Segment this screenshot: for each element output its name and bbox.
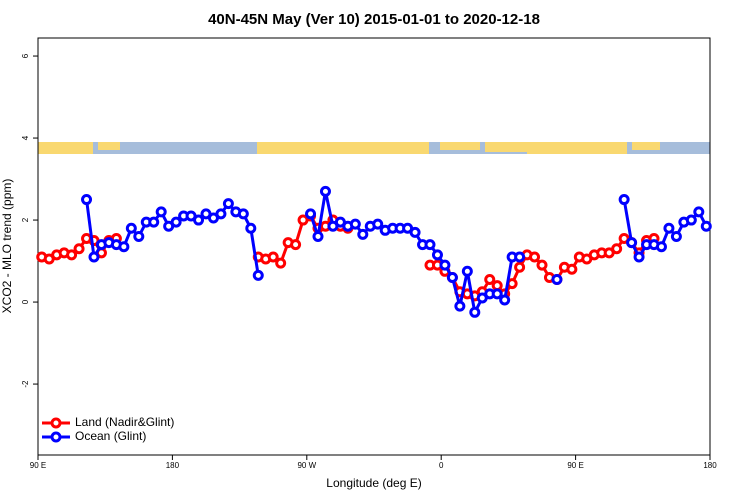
data-point [446, 271, 458, 283]
data-point [469, 306, 481, 318]
land-band [98, 142, 120, 150]
y-tick-label: 4 [21, 135, 30, 140]
data-point [215, 208, 227, 220]
data-point [312, 230, 324, 242]
data-point [237, 208, 249, 220]
x-tick-label: 0 [439, 461, 444, 470]
data-point [252, 269, 264, 281]
legend-label: Land (Nadir&Glint) [75, 415, 174, 429]
data-point [551, 274, 563, 286]
x-axis-label: Longitude (deg E) [326, 476, 421, 490]
data-point [349, 218, 361, 230]
data-point [566, 263, 578, 275]
legend-marker [50, 417, 62, 429]
data-point [626, 237, 638, 249]
land-band [440, 142, 480, 150]
y-tick-label: 2 [21, 217, 30, 222]
plot-frame [37, 37, 711, 456]
data-point [454, 300, 466, 312]
legend-label: Ocean (Glint) [75, 429, 146, 443]
data-point [424, 239, 436, 251]
land-band [632, 142, 660, 150]
x-tick-label: 90 E [30, 461, 46, 470]
chart-title: 40N-45N May (Ver 10) 2015-01-01 to 2020-… [208, 11, 540, 28]
data-point [693, 206, 705, 218]
land-band [527, 142, 627, 154]
data-point [431, 249, 443, 261]
data-point [319, 185, 331, 197]
data-point [618, 194, 630, 206]
data-point [193, 214, 205, 226]
data-point [275, 257, 287, 269]
data-point [155, 206, 167, 218]
legend-marker [50, 431, 62, 443]
data-point [118, 241, 130, 253]
data-point [357, 228, 369, 240]
data-point [685, 214, 697, 226]
data-point [66, 249, 78, 261]
data-point [655, 241, 667, 253]
data-point [372, 218, 384, 230]
land-band [485, 142, 527, 152]
data-point [491, 288, 503, 300]
data-point [133, 230, 145, 242]
data-point [514, 261, 526, 273]
y-tick-label: 0 [21, 299, 30, 304]
data-point [536, 259, 548, 271]
land-band [257, 142, 429, 154]
data-point [514, 251, 526, 263]
data-point [73, 243, 85, 255]
data-point [170, 216, 182, 228]
data-point [529, 251, 541, 263]
data-point [290, 239, 302, 251]
data-point [663, 222, 675, 234]
x-tick-label: 90 W [297, 461, 316, 470]
data-point [222, 198, 234, 210]
data-point [81, 194, 93, 206]
data-point [148, 216, 160, 228]
surface-band [38, 142, 710, 154]
x-tick-label: 180 [166, 461, 180, 470]
data-point [633, 251, 645, 263]
data-point [611, 243, 623, 255]
y-axis-label: XCO2 - MLO trend (ppm) [0, 179, 14, 314]
data-point [670, 230, 682, 242]
data-point [305, 208, 317, 220]
data-point [245, 222, 257, 234]
x-tick-label: 180 [703, 461, 717, 470]
data-point [700, 220, 712, 232]
y-tick-label: 6 [21, 53, 30, 58]
y-tick-label: -2 [21, 380, 30, 388]
x-tick-label: 90 E [567, 461, 583, 470]
data-point [499, 294, 511, 306]
land-band [38, 142, 93, 154]
data-point [125, 222, 137, 234]
data-point [409, 226, 421, 238]
data-point [267, 251, 279, 263]
data-point [484, 274, 496, 286]
data-point [88, 251, 100, 263]
data-point [439, 259, 451, 271]
data-point [461, 265, 473, 277]
